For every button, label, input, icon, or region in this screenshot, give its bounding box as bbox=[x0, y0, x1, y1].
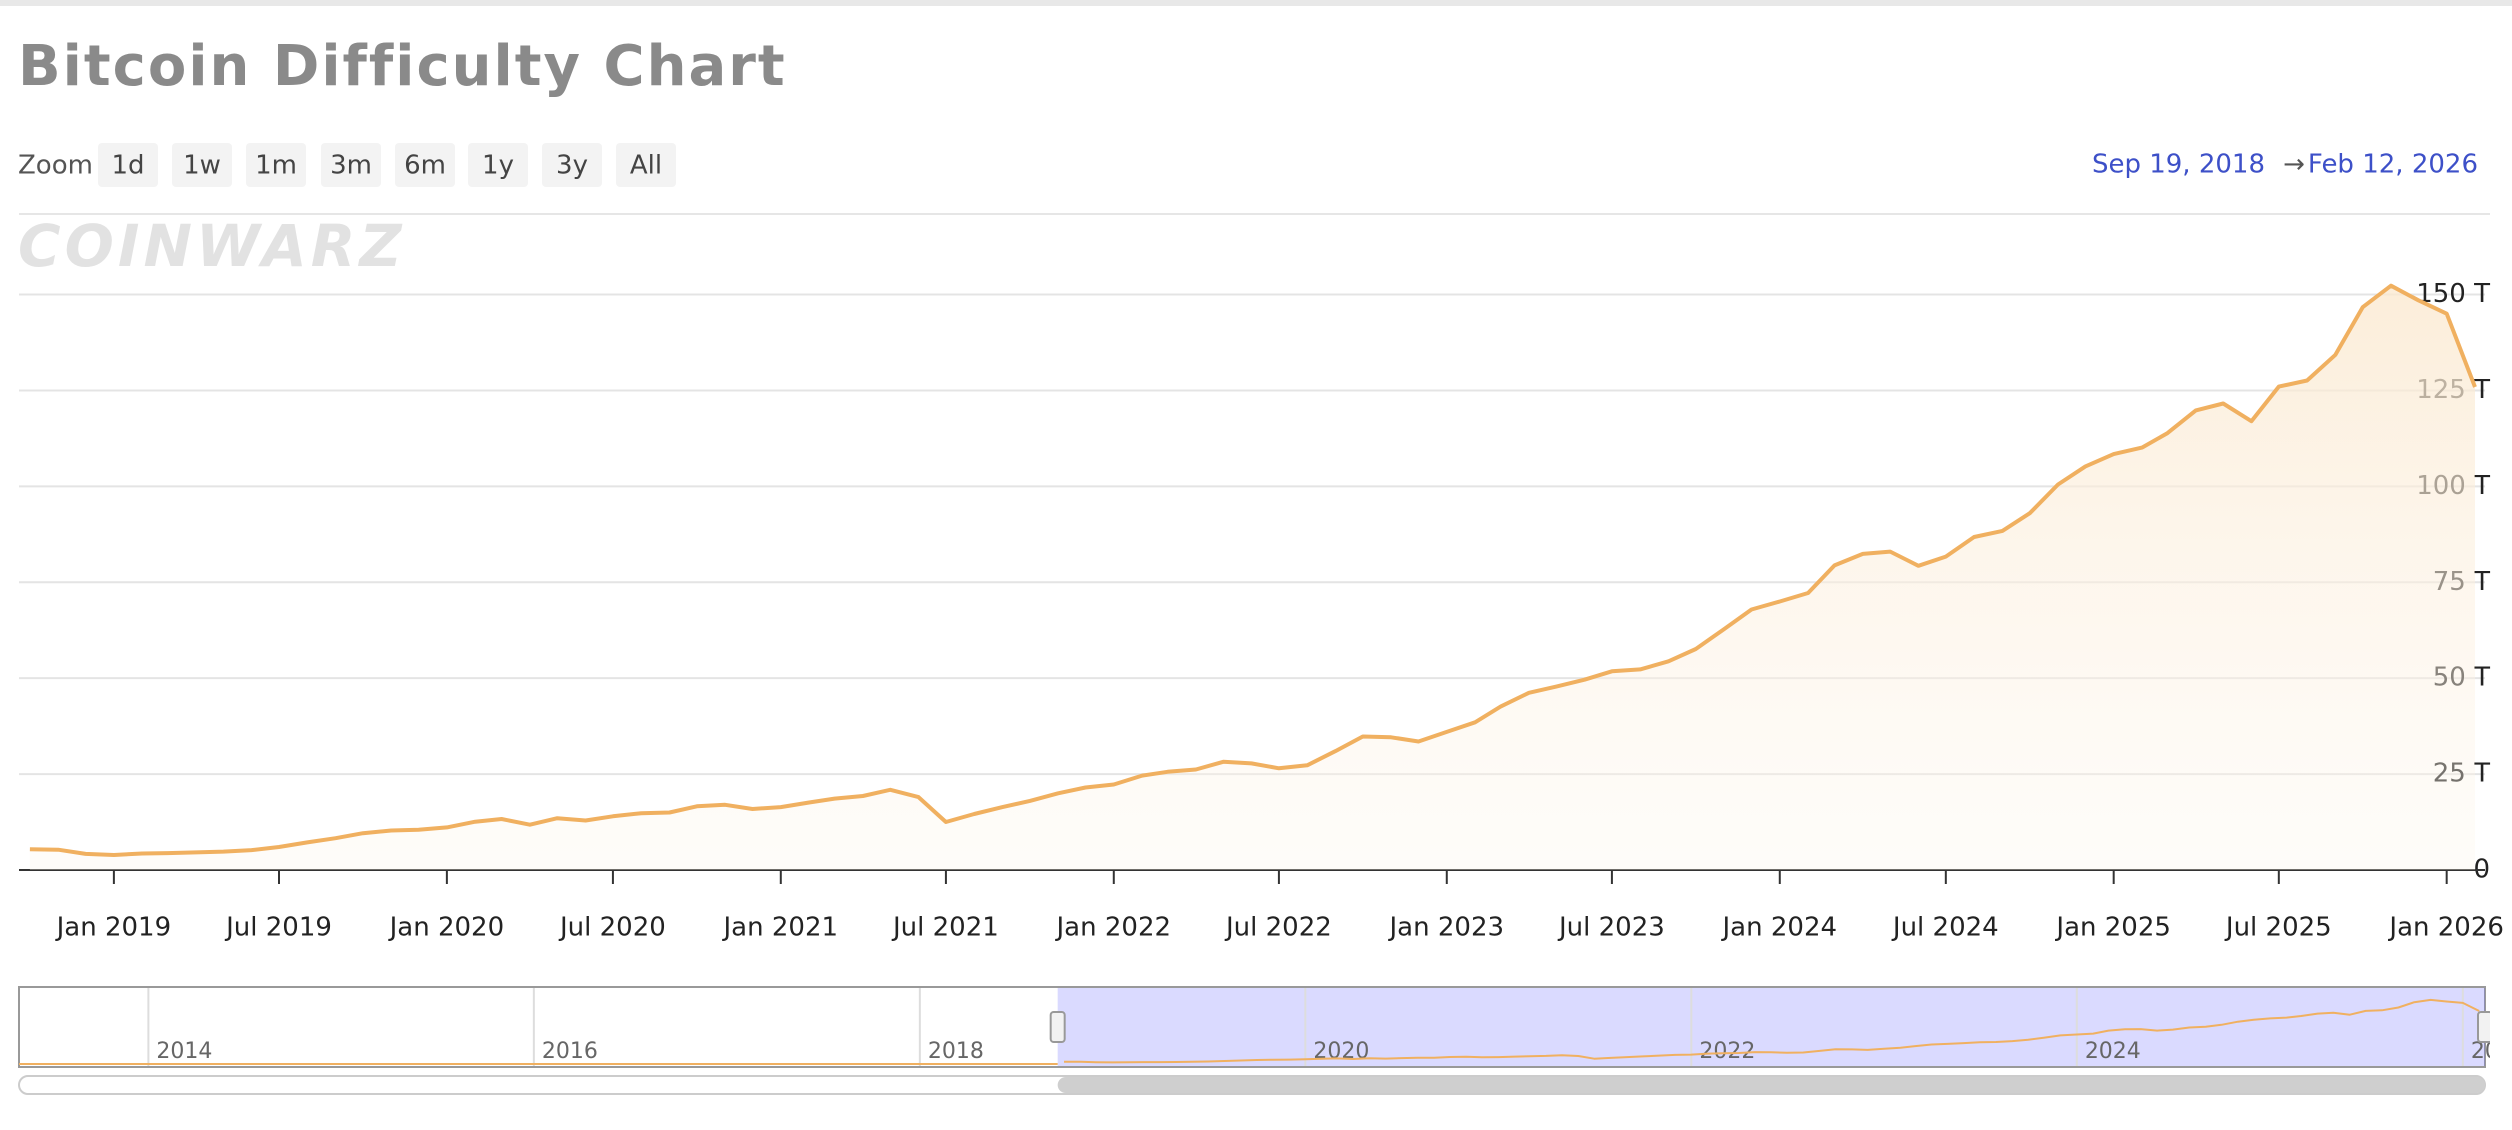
navigator-selection bbox=[1057, 988, 2485, 1066]
top-border bbox=[0, 0, 2512, 6]
zoom-button[interactable] bbox=[395, 143, 455, 187]
zoom-label: Zoom bbox=[18, 151, 93, 181]
zoom-buttons: 1d 1w 1m 3m 6m 1y 3y All bbox=[98, 143, 676, 187]
x-tick-label: Jan 2023 bbox=[1388, 913, 1505, 943]
range-separator: → bbox=[2283, 150, 2305, 180]
zoom-button[interactable] bbox=[542, 143, 602, 187]
zoom-button[interactable] bbox=[172, 143, 232, 187]
x-tick-label: Jul 2024 bbox=[1891, 913, 1999, 943]
zoom-button[interactable] bbox=[616, 143, 676, 187]
x-tick-label: Jul 2022 bbox=[1224, 913, 1332, 943]
navigator-tick-label: 2018 bbox=[928, 1039, 984, 1064]
navigator-tick-label: 2026 bbox=[2471, 1039, 2512, 1064]
zoom-button-label[interactable]: 6m bbox=[404, 151, 446, 181]
chart-title: Bitcoin Difficulty Chart bbox=[18, 34, 787, 99]
zoom-button-label[interactable]: 1m bbox=[255, 151, 297, 181]
series-area bbox=[29, 285, 2476, 870]
navigator-handle[interactable] bbox=[2477, 1011, 2492, 1043]
range-start[interactable]: Sep 19, 2018 bbox=[2092, 150, 2265, 180]
zoom-button-label[interactable]: 1w bbox=[183, 151, 221, 181]
zoom-button[interactable] bbox=[246, 143, 306, 187]
zoom-button-label[interactable]: All bbox=[630, 151, 662, 181]
zoom-button-label[interactable]: 3y bbox=[556, 151, 588, 181]
watermark: COINWARZ bbox=[18, 212, 406, 280]
range-end[interactable]: Feb 12, 2026 bbox=[2308, 150, 2478, 180]
zoom-button-label[interactable]: 1d bbox=[111, 151, 144, 181]
scrollbar-thumb[interactable] bbox=[1057, 1077, 2485, 1093]
x-tick-label: Jan 2026 bbox=[2387, 913, 2504, 943]
navigator[interactable]: 2014 2016 2018 2020 2022 2024 2026 bbox=[19, 988, 2512, 1066]
zoom-button[interactable] bbox=[98, 143, 158, 187]
zoom-button[interactable] bbox=[321, 143, 381, 187]
series-line bbox=[1063, 998, 2480, 1064]
navigator-tick-label: 2020 bbox=[1313, 1039, 1369, 1064]
x-tick-label: Jan 2025 bbox=[2054, 913, 2171, 943]
navigator-tick-label: 2016 bbox=[542, 1039, 598, 1064]
navigator-tick-label: 2022 bbox=[1699, 1039, 1755, 1064]
zoom-button[interactable] bbox=[468, 143, 528, 187]
x-tick-label: Jan 2020 bbox=[388, 913, 505, 943]
x-tick-label: Jul 2025 bbox=[2224, 913, 2332, 943]
x-tick-label: Jan 2019 bbox=[55, 913, 172, 943]
x-tick-label: Jul 2021 bbox=[891, 913, 999, 943]
x-tick-label: Jan 2021 bbox=[722, 913, 839, 943]
navigator-tick-label: 2024 bbox=[2085, 1039, 2141, 1064]
x-tick-label: Jan 2024 bbox=[1721, 913, 1838, 943]
x-tick-label: Jul 2020 bbox=[558, 913, 666, 943]
zoom-button-label[interactable]: 1y bbox=[482, 151, 514, 181]
zoom-button-label[interactable]: 3m bbox=[330, 151, 372, 181]
x-tick-label: Jan 2022 bbox=[1055, 913, 1172, 943]
x-tick-label: Jul 2023 bbox=[1557, 913, 1665, 943]
navigator-tick-label: 2014 bbox=[156, 1039, 212, 1064]
navigator-handle[interactable] bbox=[1049, 1011, 1066, 1043]
series-line bbox=[29, 283, 2477, 857]
x-tick-label: Jul 2019 bbox=[224, 913, 332, 943]
